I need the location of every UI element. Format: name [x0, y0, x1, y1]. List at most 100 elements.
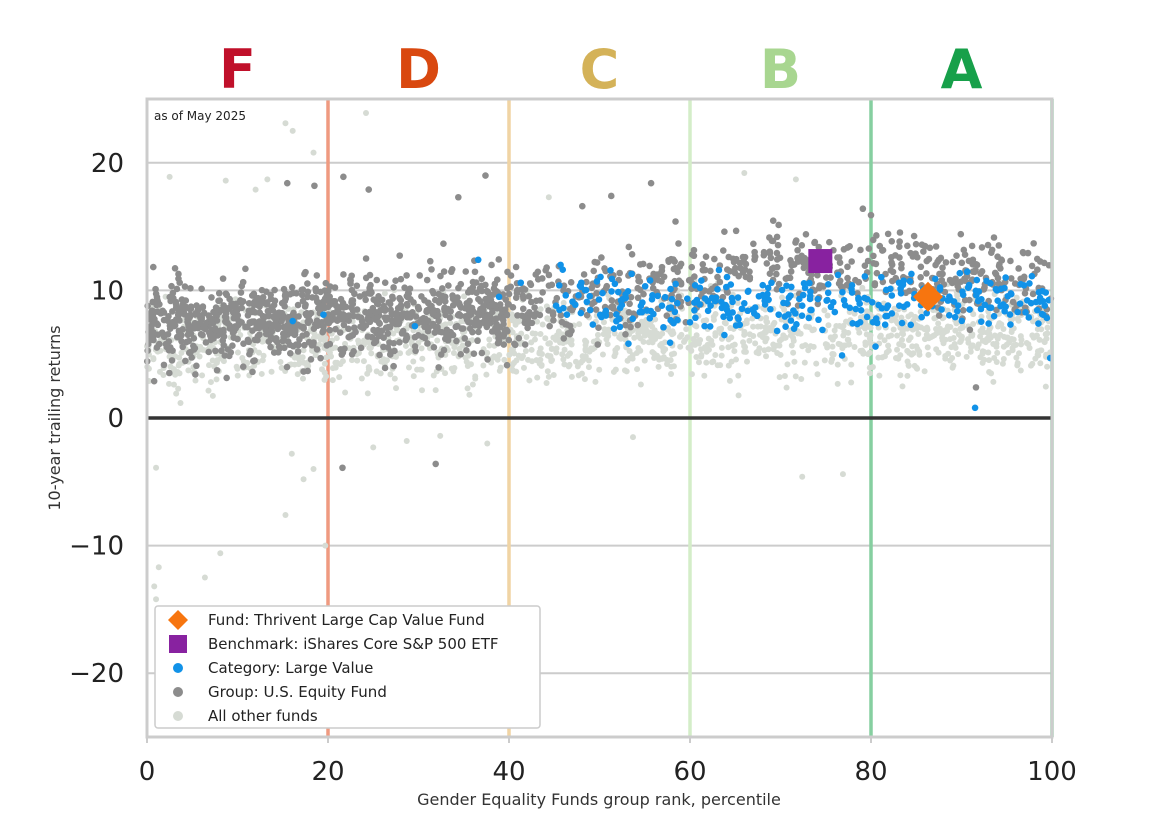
data-point-category	[798, 312, 806, 319]
data-point-category	[1045, 296, 1052, 304]
data-point-other	[640, 338, 647, 345]
data-point-group	[844, 244, 851, 251]
data-point-other	[899, 383, 906, 390]
data-point-group	[972, 384, 980, 391]
data-point-other	[708, 337, 715, 344]
data-point-group	[279, 314, 287, 322]
data-point-other	[635, 330, 642, 337]
data-point-group	[317, 354, 324, 362]
data-point-group	[294, 301, 302, 309]
data-point-group	[787, 256, 794, 264]
data-point-category	[738, 305, 746, 313]
data-point-group	[389, 320, 396, 327]
data-point-group	[953, 252, 960, 259]
data-point-group	[699, 266, 707, 274]
data-point-group	[389, 293, 396, 301]
data-point-other	[520, 364, 527, 371]
data-point-other	[866, 349, 873, 356]
data-point-other	[904, 372, 911, 379]
data-point-category	[798, 302, 806, 310]
data-point-group	[607, 192, 615, 200]
data-point-group	[658, 263, 666, 271]
data-point-category	[767, 305, 774, 313]
data-point-other	[900, 342, 907, 349]
data-point-other	[333, 335, 340, 342]
data-point-other	[942, 327, 949, 334]
data-point-other	[537, 306, 544, 313]
data-point-other	[217, 550, 224, 557]
data-point-group	[1021, 304, 1029, 311]
data-point-group	[768, 265, 776, 273]
data-point-other	[741, 331, 748, 338]
data-point-other	[899, 329, 906, 336]
data-point-category	[610, 325, 618, 332]
data-point-other	[1025, 341, 1032, 348]
data-point-other	[582, 353, 589, 360]
data-point-group	[646, 262, 653, 270]
data-point-group	[798, 242, 806, 249]
data-point-category	[639, 299, 646, 306]
data-point-group	[182, 297, 190, 304]
data-point-other	[949, 364, 956, 371]
data-point-other	[726, 377, 733, 384]
data-point-other	[955, 351, 962, 358]
data-point-category	[555, 282, 563, 289]
data-point-group	[741, 253, 749, 261]
data-point-group	[205, 348, 213, 356]
data-point-group	[949, 258, 957, 266]
as-of-annotation: as of May 2025	[154, 109, 246, 123]
data-point-other	[469, 381, 476, 388]
data-point-group	[364, 315, 371, 323]
data-point-group	[1024, 249, 1032, 257]
data-point-other	[348, 357, 355, 364]
data-point-group	[442, 330, 450, 338]
data-point-other	[264, 176, 271, 183]
data-point-other	[958, 333, 965, 340]
data-point-other	[393, 385, 400, 392]
data-point-category	[959, 291, 967, 299]
data-point-other	[885, 342, 892, 349]
data-point-other	[192, 377, 199, 384]
data-point-other	[1042, 331, 1049, 338]
fund-marker	[913, 281, 944, 312]
data-point-other	[458, 318, 465, 325]
data-point-group	[864, 257, 872, 265]
data-point-group	[196, 319, 204, 327]
data-point-category	[667, 304, 675, 311]
data-point-category	[734, 294, 742, 301]
data-point-category	[1023, 297, 1031, 304]
data-point-group	[455, 284, 462, 292]
data-point-group	[198, 285, 205, 293]
data-point-group	[583, 311, 591, 319]
data-point-other	[677, 343, 684, 350]
data-point-group	[186, 305, 194, 313]
data-point-other	[207, 379, 214, 386]
data-point-other	[924, 324, 931, 331]
data-point-category	[586, 306, 594, 314]
data-point-group	[173, 316, 181, 323]
data-point-group	[304, 319, 312, 327]
legend-marker-benchmark	[169, 635, 187, 653]
data-point-other	[727, 324, 734, 331]
data-point-other	[763, 318, 770, 325]
data-point-other	[623, 368, 630, 375]
data-point-other	[543, 380, 550, 387]
data-point-other	[933, 346, 940, 353]
legend-label: All other funds	[208, 707, 318, 725]
data-point-group	[539, 289, 546, 296]
data-point-other	[867, 339, 874, 346]
data-point-category	[1014, 308, 1021, 316]
data-point-group	[939, 264, 946, 272]
data-point-category	[613, 311, 620, 318]
data-point-group	[301, 270, 308, 278]
data-point-group	[279, 337, 287, 345]
data-point-group	[732, 227, 740, 235]
data-point-other	[572, 358, 579, 365]
data-point-other	[1005, 349, 1012, 356]
data-point-other	[239, 354, 246, 361]
data-point-group	[410, 299, 417, 306]
data-point-other	[851, 344, 858, 351]
data-point-category	[918, 313, 925, 321]
data-point-group	[888, 259, 895, 266]
